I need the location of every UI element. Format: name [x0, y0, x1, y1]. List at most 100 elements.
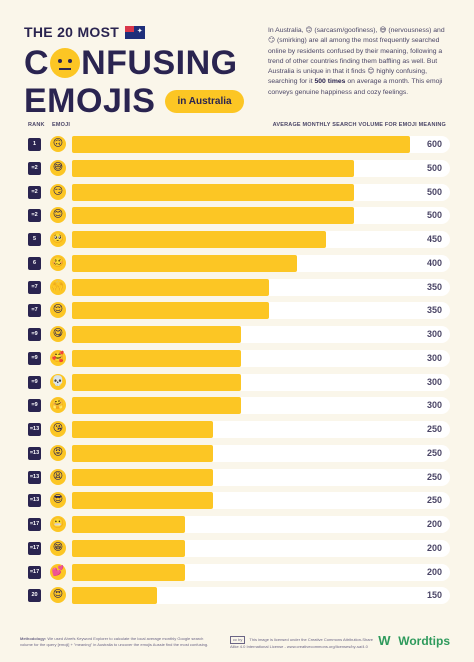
- bar: [72, 444, 213, 462]
- value-label: 450: [426, 234, 442, 244]
- footer: Methodology: We used Ahrefs Keyword Expl…: [20, 633, 460, 654]
- value-label: 250: [426, 424, 442, 434]
- chart-row: =2 😊 500: [24, 206, 450, 225]
- rank-label: 5: [28, 233, 41, 246]
- rank-label: =9: [28, 399, 41, 413]
- value-label: 350: [426, 305, 442, 316]
- emoji-icon: 🙃: [50, 136, 66, 152]
- bar: [72, 159, 354, 177]
- chart-row: =7 😌 350: [24, 301, 450, 320]
- emoji-icon: 😩: [50, 468, 66, 485]
- bar: [72, 183, 354, 201]
- chart-row: 1 🙃 600: [24, 135, 450, 154]
- chart-row: =13 😡 250: [24, 444, 450, 463]
- value-label: 250: [426, 447, 442, 458]
- rank-label: =13: [28, 470, 41, 484]
- emoji-icon: 💀: [50, 373, 66, 390]
- license-text: This image is licensed under the Creativ…: [230, 637, 374, 649]
- rank-label: =17: [28, 541, 41, 555]
- emoji-icon: 🤗: [50, 397, 66, 414]
- title-line-2: EMOJIS in Australia: [24, 84, 254, 118]
- rank-label: =7: [28, 304, 41, 318]
- emoji-icon: 😬: [50, 516, 66, 532]
- bar-chart: 1 🙃 600 =2 😅 500 =2 😏 500 =2 😊 500 5 🥺 450 6 🥴 400 =7 🙌 350 =…: [24, 135, 450, 610]
- license-note: cc by This image is licensed under the C…: [230, 636, 380, 649]
- rank-label: =2: [28, 209, 41, 223]
- value-label: 500: [426, 186, 442, 197]
- column-header-volume: AVERAGE MONTHLY SEARCH VOLUME FOR EMOJI …: [272, 122, 446, 128]
- wordtips-logo-text: Wordtips: [398, 634, 450, 648]
- chart-row: 5 🥺 450: [24, 230, 450, 249]
- emoji-icon: 😅: [50, 159, 66, 176]
- chart-row: =13 😘 250: [24, 420, 450, 439]
- bar: [72, 373, 241, 391]
- emoji-icon: 😏: [50, 183, 66, 200]
- value-label: 200: [426, 542, 442, 553]
- rank-label: =9: [28, 328, 41, 341]
- chart-row: =13 😩 250: [24, 468, 450, 487]
- chart-row: 20 😍 150: [24, 586, 450, 605]
- chart-row: =9 🥰 300: [24, 349, 450, 368]
- bar: [72, 231, 326, 248]
- bar: [72, 397, 241, 415]
- title-emojis: EMOJIS: [24, 82, 156, 120]
- emoji-icon: 💕: [50, 563, 66, 580]
- rank-label: 6: [28, 256, 41, 270]
- rank-label: =17: [28, 518, 41, 531]
- chart-row: 6 🥴 400: [24, 254, 450, 273]
- rank-label: =17: [28, 565, 41, 579]
- value-label: 200: [426, 519, 442, 529]
- bar: [72, 468, 213, 486]
- emoji-icon: 🥰: [50, 349, 66, 366]
- wordtips-logo-icon: [378, 633, 394, 648]
- value-label: 300: [426, 352, 442, 363]
- chart-row: =9 😋 300: [24, 325, 450, 344]
- wordtips-logo[interactable]: Wordtips: [378, 633, 450, 648]
- header: THE 20 MOST C NFUSING EMOJIS in Australi…: [24, 24, 254, 118]
- emoji-icon: 🙌: [50, 278, 66, 295]
- value-label: 250: [426, 471, 442, 482]
- emoji-icon: 😋: [50, 326, 66, 342]
- chart-row: =2 😅 500: [24, 159, 450, 178]
- methodology-label: Methodology:: [20, 636, 47, 641]
- rank-label: =7: [28, 280, 41, 294]
- emoji-icon: 😍: [50, 587, 66, 604]
- bar: [72, 207, 354, 225]
- column-header-emoji: EMOJI: [52, 122, 71, 128]
- bar: [72, 278, 270, 296]
- title-prefix: C: [24, 44, 50, 82]
- bar: [72, 539, 185, 557]
- chart-row: =9 💀 300: [24, 373, 450, 392]
- value-label: 350: [426, 281, 442, 292]
- title-line-1: C NFUSING: [24, 46, 254, 80]
- bar: [72, 136, 410, 153]
- value-label: 300: [426, 376, 442, 387]
- emoji-icon: 🥺: [50, 231, 66, 247]
- emoji-icon: 😁: [50, 539, 66, 556]
- rank-label: =13: [28, 446, 41, 460]
- title-suffix: NFUSING: [81, 44, 238, 82]
- intro-highlight: 500 times: [314, 78, 346, 86]
- bar-track: [72, 587, 450, 605]
- emoji-icon: 😎: [50, 492, 66, 509]
- bar: [72, 563, 185, 581]
- value-label: 200: [426, 566, 442, 577]
- rank-label: =13: [28, 423, 41, 436]
- rank-label: =9: [28, 375, 41, 389]
- value-label: 500: [426, 162, 442, 173]
- value-label: 250: [426, 495, 442, 506]
- value-label: 300: [426, 400, 442, 411]
- bar: [72, 421, 213, 438]
- bar: [72, 587, 157, 605]
- emoji-icon: 🥴: [50, 254, 66, 271]
- intro-text-1: In Australia, 🙃 (sarcasm/goofiness), 😅 (…: [268, 27, 445, 86]
- emoji-icon: 😌: [50, 302, 66, 319]
- rank-label: =9: [28, 351, 41, 365]
- methodology-text: We used Ahrefs Keyword Explorer to calcu…: [20, 636, 209, 647]
- chart-row: =17 😬 200: [24, 515, 450, 534]
- bar: [72, 254, 298, 272]
- neutral-face-emoji-icon: [50, 48, 81, 78]
- rank-label: 1: [28, 138, 41, 151]
- intro-text-2: on average a month. This emoji conveys g…: [268, 78, 443, 96]
- emoji-icon: 😘: [50, 421, 66, 437]
